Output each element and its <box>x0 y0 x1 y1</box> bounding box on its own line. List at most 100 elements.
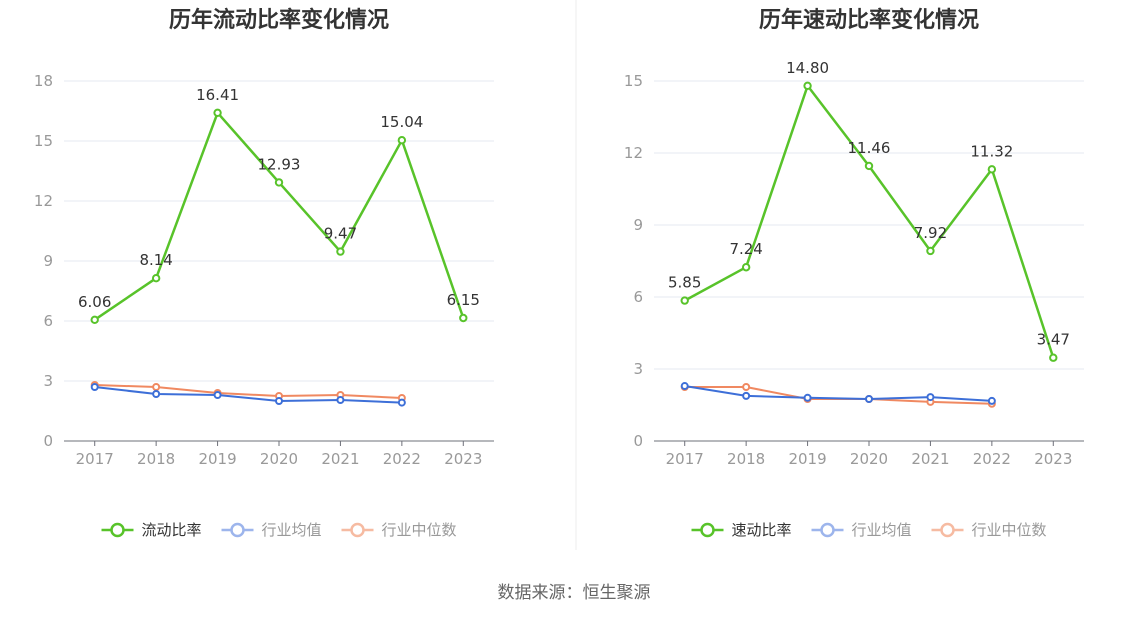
data-label: 9.47 <box>324 225 357 243</box>
data-point <box>274 178 284 187</box>
legend-label: 行业均值 <box>262 521 322 539</box>
x-tick-label: 2018 <box>137 450 175 468</box>
data-label: 12.93 <box>258 155 301 173</box>
x-tick-label: 2022 <box>973 450 1011 468</box>
series-line <box>684 386 992 405</box>
data-point <box>742 383 751 391</box>
legend-label: 流动比率 <box>142 521 202 539</box>
data-point <box>741 263 751 272</box>
line-chart-2: 历年速动比率变化情况 0 3 6 9 12 15 2017 2018 2019 2020 2021 20… <box>624 7 1084 539</box>
legend-marker-icon <box>940 522 955 538</box>
data-point <box>336 247 345 256</box>
chart-title: 历年流动比率变化情况 <box>169 7 389 33</box>
x-tick-label: 2023 <box>1034 450 1072 468</box>
series-3 <box>680 383 996 408</box>
data-point <box>926 246 935 256</box>
series-line <box>94 386 402 404</box>
data-point <box>151 274 161 283</box>
series-line <box>93 111 465 321</box>
x-tick-label: 2019 <box>788 450 826 468</box>
data-point <box>680 382 689 391</box>
data-point <box>864 161 874 171</box>
data-label: 5.85 <box>668 274 701 292</box>
x-tick-label: 2020 <box>260 450 298 468</box>
x-tick-label: 2021 <box>911 450 949 468</box>
legend-marker-icon <box>230 522 245 538</box>
legend: 流动比率 行业均值 行业中位数 <box>101 521 457 539</box>
series-1: 6.06 8.14 16.41 12.93 9.47 15.04 6.15 <box>78 86 480 324</box>
data-point <box>987 396 996 405</box>
y-tick-label: 12 <box>624 144 643 162</box>
series-line <box>684 84 1055 359</box>
x-tick-label: 2021 <box>321 450 359 468</box>
y-tick-label: 9 <box>633 216 643 234</box>
y-tick-label: 6 <box>43 312 53 330</box>
series-1: 5.85 7.24 14.80 11.46 7.92 11.32 3.47 <box>668 59 1070 362</box>
legend-item-3[interactable]: 行业中位数 <box>931 521 1047 539</box>
data-point <box>90 315 99 324</box>
x-tick-label: 2022 <box>383 450 421 468</box>
data-label: 3.47 <box>1037 331 1070 349</box>
data-label: 15.04 <box>380 113 423 131</box>
y-tick-label: 18 <box>34 72 53 90</box>
legend-item-2[interactable]: 行业均值 <box>811 521 912 539</box>
series-line <box>684 385 992 402</box>
data-point <box>152 390 161 398</box>
x-tick-label: 2018 <box>727 450 765 468</box>
legend-item-2[interactable]: 行业均值 <box>221 521 322 539</box>
charts-canvas: 历年流动比率变化情况 0 3 6 9 12 15 18 2017 2018 2019 2020 2021… <box>34 0 1084 550</box>
x-tick-label: 2020 <box>850 450 888 468</box>
y-tick-label: 3 <box>633 360 643 378</box>
x-tick-label: 2023 <box>444 450 482 468</box>
data-point <box>397 398 406 407</box>
y-tick-label: 6 <box>633 288 643 306</box>
data-point <box>803 393 812 402</box>
data-label: 11.32 <box>970 142 1013 160</box>
data-point <box>336 396 345 404</box>
series-2 <box>680 382 996 405</box>
data-point <box>987 165 997 174</box>
series-2 <box>90 383 406 407</box>
data-point <box>865 395 873 403</box>
legend-marker-icon <box>110 522 125 538</box>
data-point <box>275 397 283 405</box>
data-point <box>680 296 689 305</box>
x-tick-label: 2017 <box>666 450 704 468</box>
data-label: 7.24 <box>729 240 762 258</box>
data-point <box>213 108 222 118</box>
data-point <box>742 391 751 400</box>
legend-item-3[interactable]: 行业中位数 <box>341 521 457 539</box>
data-label: 8.14 <box>139 251 172 269</box>
data-label: 6.06 <box>78 293 111 311</box>
data-point <box>1049 353 1058 362</box>
data-label: 16.41 <box>196 86 239 104</box>
data-point <box>90 383 99 391</box>
legend-label: 速动比率 <box>732 521 792 539</box>
data-point <box>803 81 812 91</box>
legend-item-1[interactable]: 速动比率 <box>691 521 792 539</box>
data-label: 11.46 <box>848 139 891 157</box>
legend: 速动比率 行业均值 行业中位数 <box>691 521 1047 539</box>
chart-title: 历年速动比率变化情况 <box>759 7 979 33</box>
data-label: 14.80 <box>786 59 829 77</box>
data-point <box>152 383 161 391</box>
x-tick-label: 2017 <box>76 450 114 468</box>
data-point <box>459 313 468 323</box>
y-tick-label: 3 <box>43 372 53 390</box>
legend-label: 行业中位数 <box>382 521 457 539</box>
legend-marker-icon <box>700 522 715 538</box>
legend-label: 行业中位数 <box>972 521 1047 539</box>
data-label: 6.15 <box>447 291 480 309</box>
y-tick-label: 12 <box>34 192 53 210</box>
y-tick-label: 9 <box>43 252 53 270</box>
y-tick-label: 15 <box>624 72 643 90</box>
data-point <box>926 393 935 402</box>
y-tick-label: 0 <box>633 432 643 450</box>
legend-item-1[interactable]: 流动比率 <box>101 521 202 539</box>
legend-marker-icon <box>350 522 365 538</box>
series-line <box>94 384 402 399</box>
y-tick-label: 0 <box>43 432 53 450</box>
data-point <box>397 136 407 145</box>
legend-label: 行业均值 <box>852 521 912 539</box>
data-point <box>213 391 222 399</box>
